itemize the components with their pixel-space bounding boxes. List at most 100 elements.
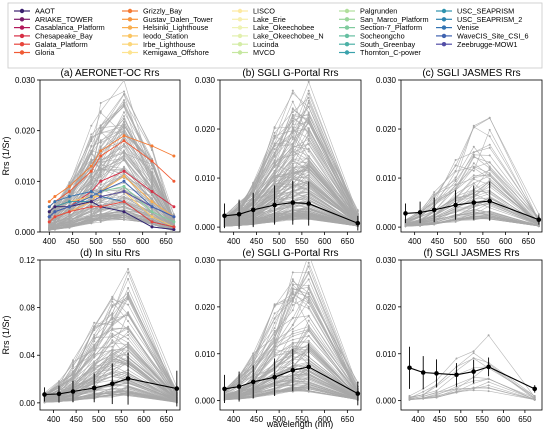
background-spectrum-point (123, 213, 125, 216)
background-spectrum-point (291, 335, 294, 338)
background-spectrum-point (488, 177, 491, 180)
station-series-point (122, 200, 126, 204)
background-spectrum-point (307, 305, 310, 308)
legend-swatch-marker (237, 42, 243, 47)
mean-point (487, 198, 493, 204)
background-spectrum-point (307, 137, 310, 140)
background-spectrum-point (127, 271, 130, 274)
background-spectrum-point (291, 278, 294, 281)
background-spectrum-point (72, 376, 74, 379)
background-spectrum-point (307, 173, 310, 176)
station-series-point (150, 190, 154, 193)
y-tick-label: 0.04 (19, 351, 35, 360)
station-series-point (53, 215, 57, 219)
background-spectrum-point (273, 153, 276, 156)
station-series-point (150, 215, 154, 219)
x-tick-label: 600 (136, 237, 150, 246)
station-series-point (89, 169, 93, 173)
legend-swatch-marker (237, 8, 243, 14)
background-spectrum-point (291, 138, 294, 141)
background-spectrum-point (127, 320, 130, 323)
station-series-point (122, 190, 126, 193)
background-spectrum-point (93, 347, 96, 350)
background-spectrum-point (273, 178, 276, 181)
station-series-point (172, 205, 176, 209)
background-spectrum-point (123, 143, 125, 145)
background-spectrum-point (99, 216, 102, 219)
background-spectrum-point (68, 220, 71, 223)
background-spectrum-point (99, 198, 102, 201)
legend-entry: Lucinda (232, 40, 280, 49)
background-spectrum-point (307, 134, 310, 137)
station-series-point (150, 220, 154, 224)
background-spectrum-point (111, 295, 114, 298)
background-spectrum-point (99, 171, 102, 174)
background-spectrum-point (127, 287, 130, 289)
station-series-point (172, 228, 176, 231)
background-spectrum-point (127, 291, 130, 294)
background-spectrum-point (99, 159, 102, 162)
background-spectrum-point (123, 177, 125, 180)
background-spectrum-point (291, 287, 294, 290)
legend-swatch-marker (19, 17, 25, 22)
background-spectrum-point (291, 142, 294, 145)
background-spectrum-point (127, 328, 130, 331)
background-spectrum-point (111, 352, 114, 354)
background-spectrum-point (68, 222, 71, 225)
plot-content (403, 116, 542, 228)
x-tick-label: 550 (115, 415, 129, 424)
station-series-point (99, 195, 103, 198)
background-spectrum-point (93, 343, 96, 346)
legend-swatch-marker (441, 17, 447, 22)
legend-swatch-marker (441, 42, 447, 47)
station-series-point (89, 190, 93, 193)
background-spectrum-point (68, 224, 71, 227)
background-spectrum-point (90, 179, 93, 182)
background-spectrum-point (273, 131, 276, 134)
panel-c: 400 450 500 550 600 6500.0000.0100.0200.030(c… (376, 68, 543, 246)
background-spectrum-point (93, 333, 96, 336)
mean-point (125, 376, 131, 381)
background-spectrum-point (123, 216, 125, 219)
legend-label: Section-7_Platform (360, 23, 422, 32)
background-spectrum-point (252, 185, 255, 187)
background-spectrum-point (291, 176, 294, 179)
station-series-point (47, 205, 51, 209)
background-spectrum-point (273, 174, 276, 177)
background-spectrum-point (307, 148, 310, 151)
station-series-point (150, 225, 154, 229)
background-spectrum-point (151, 203, 153, 206)
background-spectrum-point (273, 329, 276, 332)
background-spectrum-point (111, 360, 114, 363)
background-spectrum-point (68, 216, 71, 219)
mean-point (431, 207, 437, 213)
station-series-point (122, 179, 126, 183)
background-spectrum-point (123, 152, 125, 155)
background-spectrum-line (49, 132, 175, 224)
legend-label: USC_SEAPRISM (457, 7, 514, 16)
background-spectrum-point (472, 162, 475, 165)
y-tick-label: 0.020 (195, 125, 216, 134)
background-spectrum-point (90, 172, 93, 175)
background-spectrum-point (127, 303, 130, 306)
background-spectrum-point (123, 205, 125, 208)
background-spectrum-point (472, 169, 475, 172)
background-spectrum-point (307, 163, 310, 166)
legend-entry: Irbe_Lighthouse (122, 40, 195, 49)
background-spectrum-point (127, 313, 130, 316)
background-spectrum-point (273, 127, 276, 130)
background-spectrum-point (151, 186, 153, 189)
background-spectrum-point (111, 336, 114, 338)
legend-swatch-marker (344, 33, 350, 39)
x-tick-label: 650 (160, 415, 174, 424)
background-spectrum-point (72, 365, 74, 368)
station-series-point (47, 210, 51, 214)
legend-swatch-marker (19, 25, 25, 30)
station-series-point (150, 144, 154, 148)
background-spectrum-point (273, 350, 276, 353)
station-series-point (53, 195, 57, 198)
panel-e: 400 450 500 550 600 6500.0000.0100.0200.030(e… (195, 248, 362, 424)
legend-swatch-marker (127, 42, 133, 47)
background-spectrum-point (404, 225, 407, 228)
background-spectrum-point (488, 154, 491, 157)
